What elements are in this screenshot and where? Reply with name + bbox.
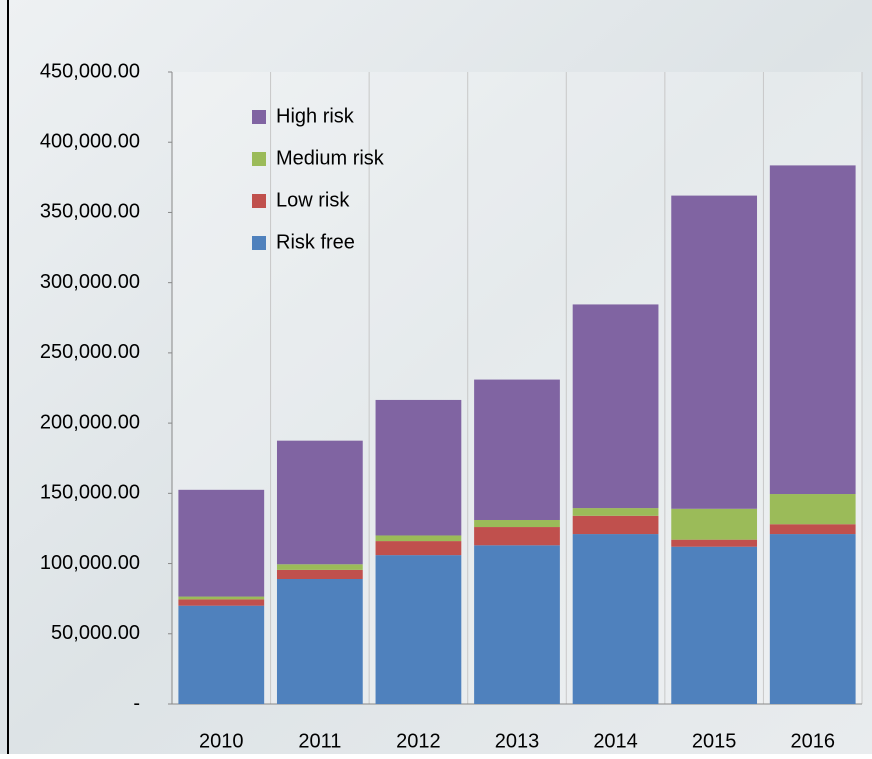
legend-swatch: [252, 194, 266, 208]
bar-segment: [474, 379, 560, 521]
bar-segment: [769, 494, 856, 525]
legend-swatch: [252, 236, 266, 250]
bar-segment: [375, 535, 462, 542]
y-tick-label: 250,000.00: [40, 341, 140, 363]
y-tick-label: 350,000.00: [40, 201, 140, 223]
bar-segment: [178, 596, 265, 600]
legend-label: Medium risk: [276, 147, 385, 169]
x-tick-label: 2013: [495, 730, 540, 752]
bar-segment: [178, 489, 265, 597]
x-tick-label: 2011: [298, 730, 341, 752]
legend-swatch: [252, 110, 266, 124]
y-tick-label: 300,000.00: [40, 271, 140, 293]
bar-segment: [671, 195, 758, 509]
y-tick-label: 400,000.00: [40, 131, 140, 153]
bar-segment: [671, 546, 758, 704]
bar-segment: [769, 165, 856, 495]
bar-segment: [572, 508, 659, 516]
bar-segment: [178, 605, 265, 704]
bar-segment: [572, 534, 659, 704]
y-tick-label: 100,000.00: [40, 552, 140, 574]
x-tick-label: 2010: [199, 730, 244, 752]
y-tick-label: 200,000.00: [40, 411, 140, 433]
bar-segment: [375, 541, 462, 556]
x-tick-label: 2012: [396, 730, 441, 752]
x-tick-label: 2016: [790, 730, 835, 752]
bar-segment: [276, 440, 363, 565]
y-tick-label: -: [133, 692, 140, 714]
bar-segment: [769, 534, 856, 704]
bar-segment: [276, 564, 363, 570]
legend-label: Low risk: [276, 189, 350, 211]
bar-segment: [671, 539, 758, 547]
bar-segment: [375, 555, 462, 704]
legend-label: Risk free: [276, 231, 355, 253]
bar-segment: [276, 569, 363, 580]
bar-segment: [572, 304, 659, 509]
bar-segment: [474, 545, 560, 704]
bar-segment: [474, 520, 560, 528]
x-tick-label: 2015: [692, 730, 737, 752]
legend-label: High risk: [276, 105, 355, 127]
bar-segment: [572, 515, 659, 535]
bar-segment: [375, 399, 462, 536]
bar-segment: [178, 599, 265, 606]
bar-segment: [769, 524, 856, 535]
y-tick-label: 150,000.00: [40, 482, 140, 504]
bar-segment: [671, 508, 758, 540]
bar-segment: [276, 579, 363, 704]
x-tick-label: 2014: [593, 730, 638, 752]
y-tick-label: 450,000.00: [40, 60, 140, 82]
y-tick-label: 50,000.00: [51, 622, 140, 644]
legend-swatch: [252, 152, 266, 166]
bar-segment: [474, 527, 560, 546]
